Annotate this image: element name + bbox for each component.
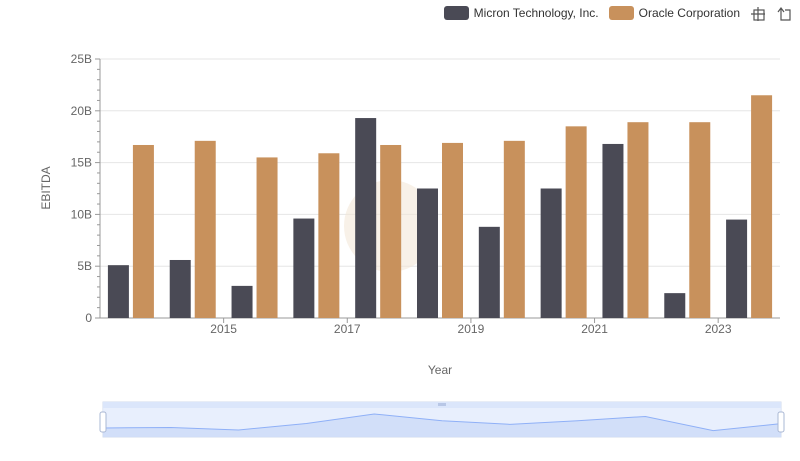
- y-tick-label: 0: [85, 311, 92, 325]
- bar[interactable]: [107, 265, 129, 318]
- bar[interactable]: [318, 153, 340, 318]
- restore-icon[interactable]: [776, 6, 792, 22]
- zoom-icon[interactable]: [750, 6, 766, 22]
- legend-swatch: [443, 6, 469, 20]
- datazoom-handle-right[interactable]: [777, 411, 785, 433]
- toolbox: [750, 6, 792, 22]
- bar[interactable]: [602, 143, 624, 318]
- y-tick-label: 5B: [77, 259, 92, 273]
- bar[interactable]: [627, 122, 649, 318]
- bar[interactable]: [380, 144, 402, 318]
- legend-item[interactable]: Micron Technology, Inc.: [443, 6, 599, 20]
- bar[interactable]: [664, 293, 686, 318]
- bar[interactable]: [540, 188, 562, 319]
- bar[interactable]: [478, 226, 500, 318]
- x-tick-label: 2015: [210, 322, 237, 336]
- legend-swatch: [608, 6, 634, 20]
- legend-label: Oracle Corporation: [638, 6, 740, 20]
- y-tick-label: 20B: [71, 104, 92, 118]
- legend-item[interactable]: Oracle Corporation: [608, 6, 740, 20]
- y-tick-label: 25B: [71, 52, 92, 66]
- legend: Micron Technology, Inc. Oracle Corporatio…: [443, 4, 740, 22]
- datazoom-line: [102, 413, 782, 432]
- bar[interactable]: [132, 144, 154, 318]
- legend-label: Micron Technology, Inc.: [473, 6, 599, 20]
- bar[interactable]: [503, 140, 525, 318]
- x-tick-label: 2023: [705, 322, 732, 336]
- bar[interactable]: [194, 140, 216, 318]
- datazoom-move-handle[interactable]: [438, 403, 446, 406]
- y-tick-label: 10B: [71, 207, 92, 221]
- x-tick-label: 2021: [581, 322, 608, 336]
- y-tick-label: 15B: [71, 156, 92, 170]
- bar[interactable]: [231, 285, 253, 318]
- bar[interactable]: [355, 118, 377, 318]
- x-tick-label: 2019: [458, 322, 485, 336]
- bar[interactable]: [689, 122, 711, 318]
- bar[interactable]: [751, 95, 773, 318]
- y-axis-title: EBITDA: [39, 166, 53, 209]
- x-tick-label: 2017: [334, 322, 361, 336]
- bar[interactable]: [169, 259, 191, 318]
- bar[interactable]: [417, 188, 438, 319]
- x-axis-title: Year: [428, 363, 452, 377]
- bar[interactable]: [293, 218, 315, 318]
- bar[interactable]: [442, 142, 463, 318]
- bar[interactable]: [256, 157, 278, 318]
- bar[interactable]: [726, 219, 748, 318]
- bar[interactable]: [565, 126, 587, 318]
- datazoom-area: [103, 414, 781, 437]
- datazoom-handle-left[interactable]: [99, 411, 107, 433]
